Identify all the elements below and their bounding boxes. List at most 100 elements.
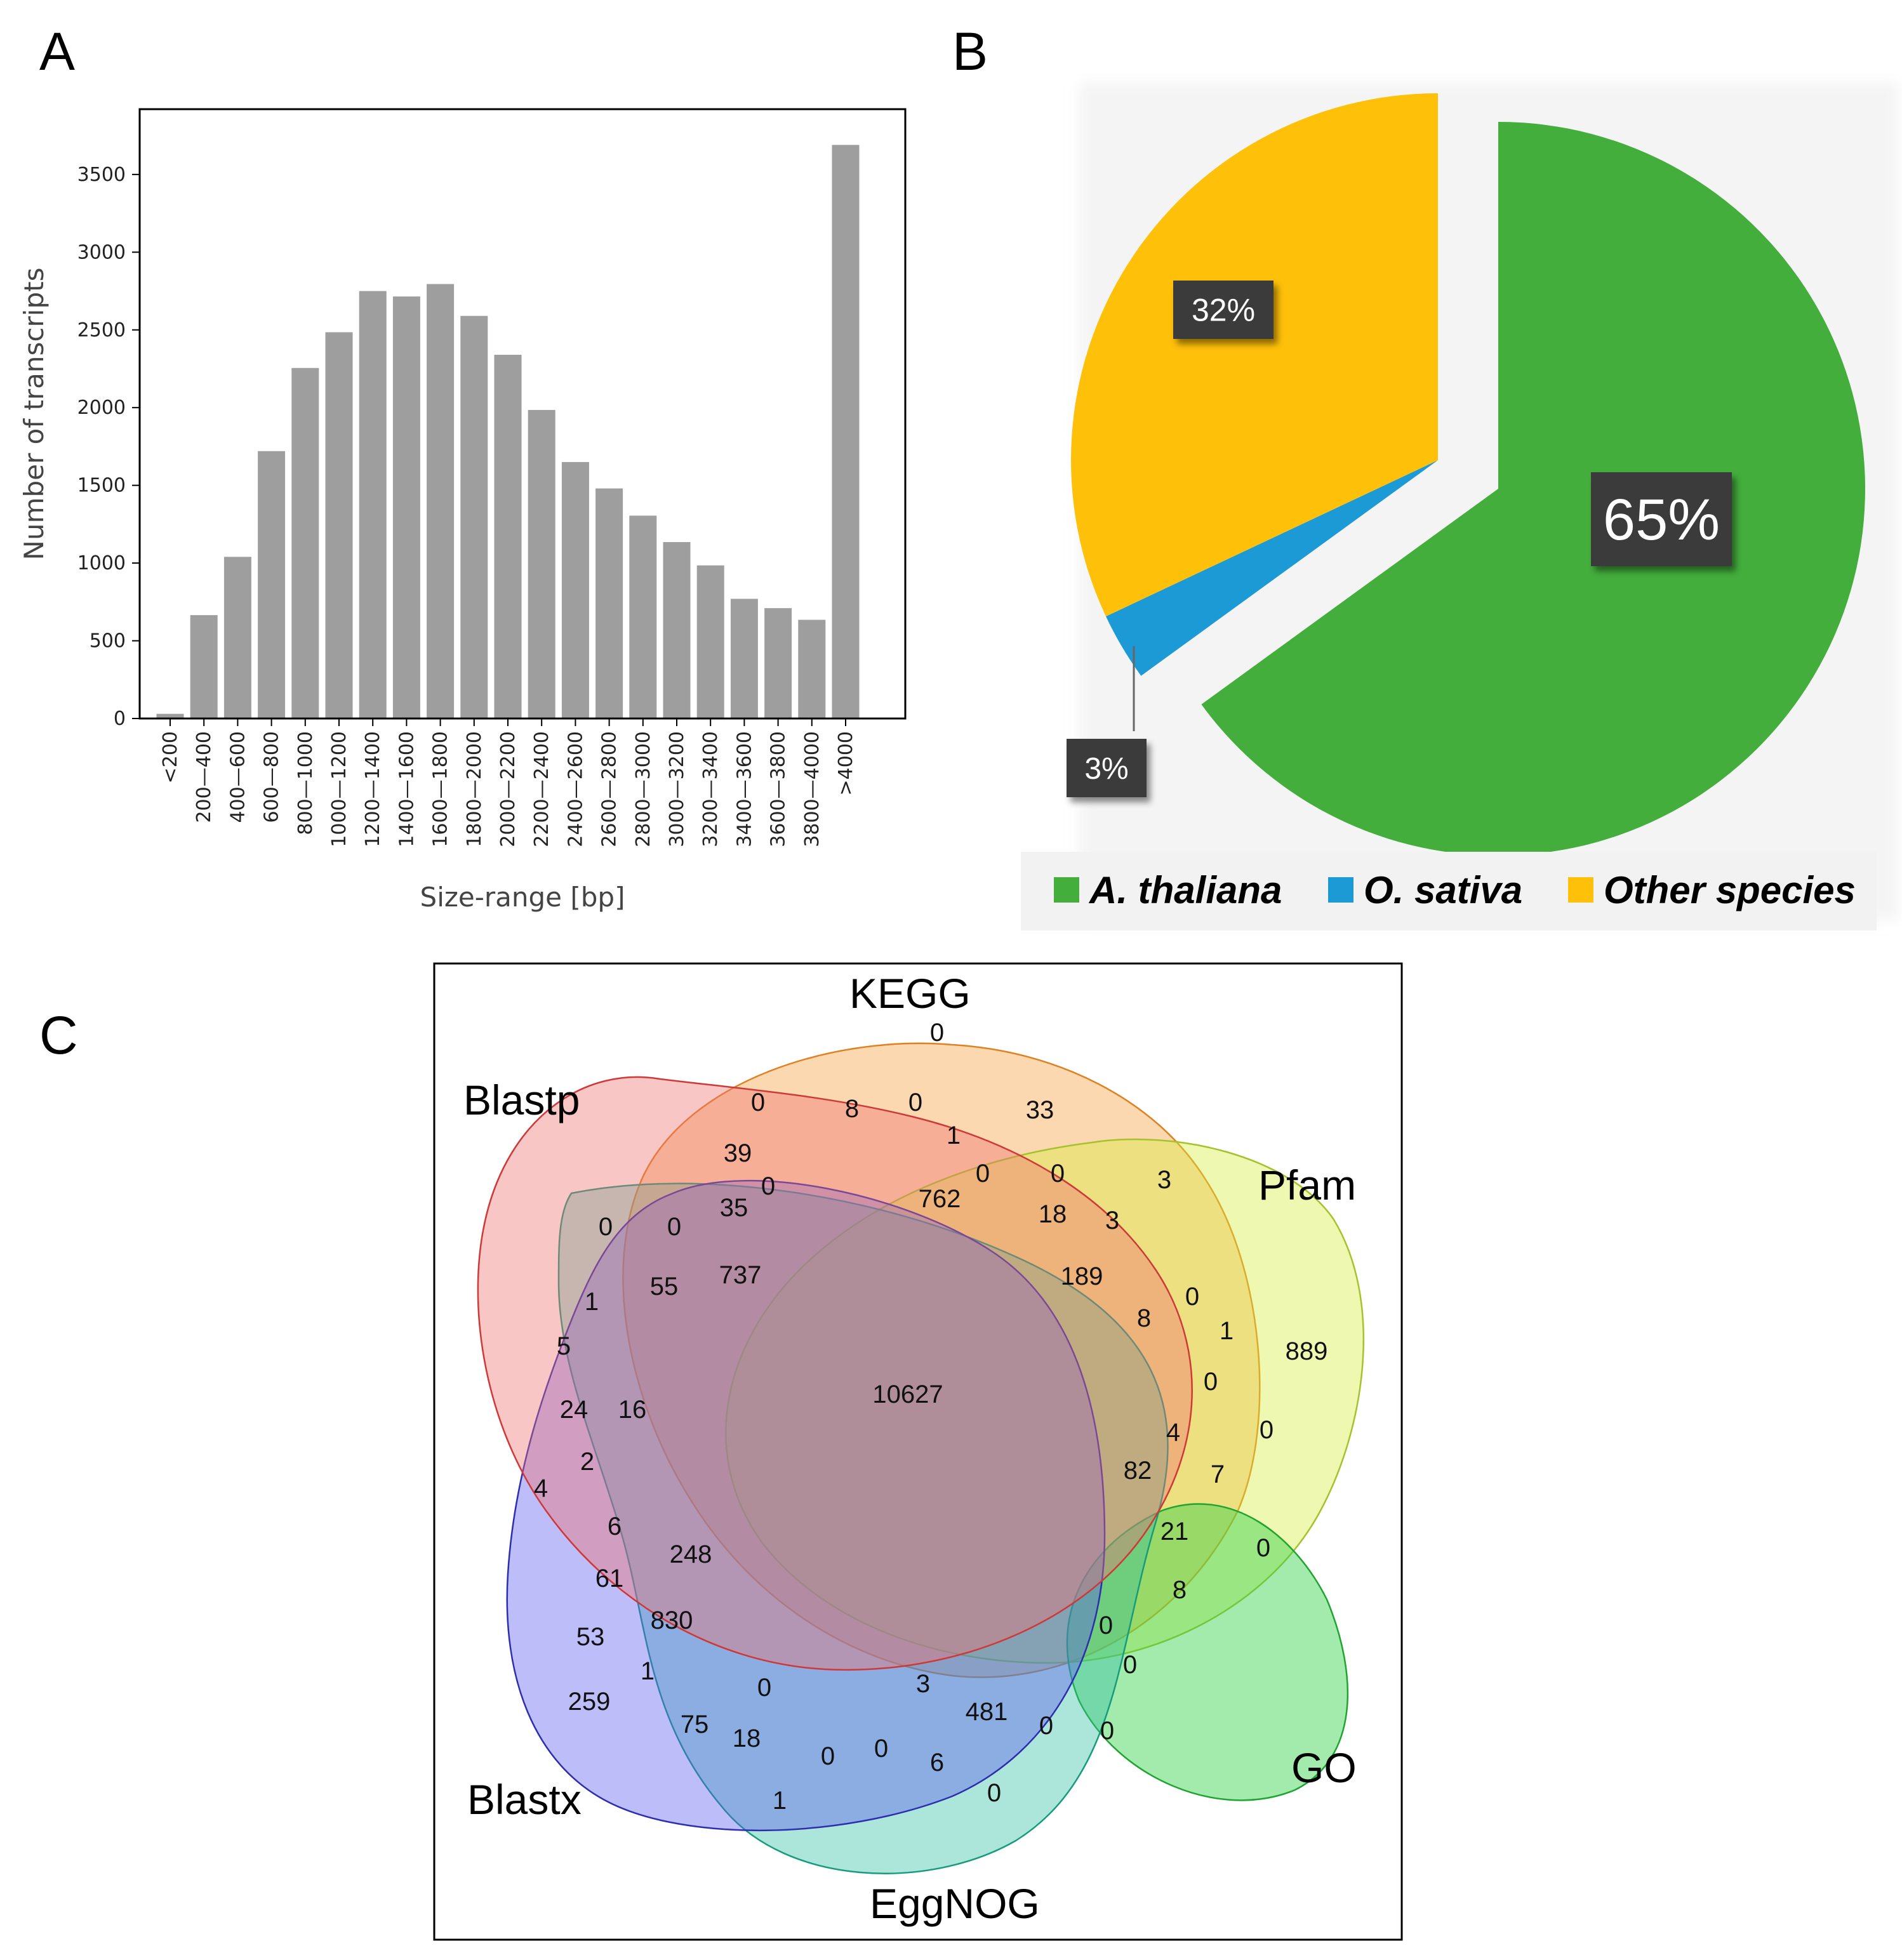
venn-set-labels: KEGG Pfam GO EggNOG Blastx Blastp xyxy=(463,970,1357,1927)
venn-region-count: 3 xyxy=(1105,1207,1119,1235)
venn-region-count: 0 xyxy=(874,1735,888,1763)
x-tick-label: 1800—2000 xyxy=(463,731,486,847)
x-axis-ticks: <200 200—400 400—600 600—800 800—1000 1000—12… xyxy=(159,718,857,847)
y-tick-label: 1500 xyxy=(77,475,126,497)
venn-region-count: 35 xyxy=(720,1194,748,1222)
panel-letter-a: A xyxy=(39,22,75,81)
bar xyxy=(561,461,589,718)
venn-region-count: 830 xyxy=(651,1606,693,1634)
x-tick-label: 3200—3400 xyxy=(700,731,722,847)
bar xyxy=(764,608,792,718)
venn-region-count: 189 xyxy=(1061,1262,1103,1290)
x-tick-label: <200 xyxy=(159,731,182,783)
bar xyxy=(494,354,522,718)
bar xyxy=(190,615,218,718)
bar xyxy=(730,599,758,718)
venn-region-count: 0 xyxy=(930,1019,944,1047)
venn-region-count: 0 xyxy=(1051,1160,1065,1188)
x-tick-label: >4000 xyxy=(835,731,857,795)
venn-region-count: 0 xyxy=(1256,1534,1270,1562)
bar xyxy=(528,409,555,718)
x-tick-label: 3600—3800 xyxy=(768,731,790,847)
pie-chart-panel: 65% 3% 32% A. thaliana O. sativa Other speci… xyxy=(1021,83,1898,930)
venn-region-count: 1 xyxy=(641,1657,655,1685)
venn-label-blastx: Blastx xyxy=(467,1776,582,1823)
venn-region-count: 75 xyxy=(681,1711,709,1738)
venn-region-count: 55 xyxy=(650,1273,679,1301)
venn-region-count: 4 xyxy=(1166,1419,1180,1447)
venn-label-eggnog: EggNOG xyxy=(870,1880,1040,1927)
plot-frame xyxy=(138,108,907,720)
venn-region-count: 0 xyxy=(976,1160,990,1188)
pie-legend: A. thaliana O. sativa Other species xyxy=(1021,852,1877,930)
x-tick-label: 2800—3000 xyxy=(632,731,655,847)
venn-region-count: 6 xyxy=(608,1513,622,1540)
pie-slices xyxy=(1070,93,1865,856)
x-tick-label: 3000—3200 xyxy=(666,731,688,847)
venn-region-count: 61 xyxy=(595,1565,624,1592)
venn-region-count: 6 xyxy=(930,1749,944,1777)
venn-region-count: 33 xyxy=(1026,1096,1054,1124)
legend-item-o-sativa: O. sativa xyxy=(1364,869,1522,911)
x-tick-label: 1600—1800 xyxy=(430,731,452,847)
venn-region-count: 39 xyxy=(724,1139,752,1167)
venn-region-count: 0 xyxy=(667,1213,681,1241)
venn-region-count: 248 xyxy=(670,1540,712,1568)
pie-value-labels: 65% 3% 32% xyxy=(1067,281,1732,797)
venn-region-count: 762 xyxy=(919,1185,961,1213)
venn-set-shapes xyxy=(477,1042,1364,1874)
bar xyxy=(156,713,184,718)
venn-region-count: 10627 xyxy=(872,1381,943,1408)
x-tick-label: 2000—2200 xyxy=(497,731,519,847)
venn-set-pfam xyxy=(725,1138,1364,1664)
x-tick-label: 600—800 xyxy=(261,731,283,823)
venn-region-count: 259 xyxy=(568,1688,611,1716)
venn-region-count: 0 xyxy=(1204,1368,1218,1396)
panel-letter-b: B xyxy=(952,22,988,81)
venn-region-count: 0 xyxy=(761,1172,775,1200)
venn-set-kegg xyxy=(622,1042,1261,1678)
bar xyxy=(798,619,826,718)
y-tick-label: 1000 xyxy=(77,552,126,574)
x-tick-label: 800—1000 xyxy=(295,731,317,835)
x-tick-label: 2600—2800 xyxy=(599,731,621,847)
venn-region-count: 82 xyxy=(1124,1457,1152,1485)
y-tick-label: 500 xyxy=(90,630,126,652)
venn-region-count: 18 xyxy=(1039,1200,1067,1228)
venn-region-count: 3 xyxy=(1157,1166,1171,1194)
venn-region-count: 0 xyxy=(1100,1717,1114,1745)
venn-region-count: 481 xyxy=(966,1698,1008,1726)
x-tick-label: 2400—2600 xyxy=(564,731,587,847)
bar xyxy=(427,284,455,718)
venn-region-count: 0 xyxy=(1099,1612,1113,1639)
x-tick-label: 2200—2400 xyxy=(531,731,553,847)
venn-label-blastp: Blastp xyxy=(463,1076,580,1123)
y-tick-label: 0 xyxy=(114,708,126,730)
legend-item-other-species-swatch xyxy=(1568,877,1593,903)
venn-region-count: 8 xyxy=(1137,1304,1151,1332)
bar xyxy=(325,332,353,718)
bar-series xyxy=(156,145,860,718)
venn-diagram-panel: KEGG Pfam GO EggNOG Blastx Blastp 00 8 0 33… xyxy=(433,962,1403,1941)
venn-label-pfam: Pfam xyxy=(1258,1162,1356,1208)
venn-region-count: 7 xyxy=(1211,1460,1225,1488)
venn-region-count: 53 xyxy=(576,1623,605,1651)
legend-background xyxy=(1021,852,1877,930)
venn-set-blastx xyxy=(506,1180,1106,1831)
venn-region-count: 0 xyxy=(1260,1416,1274,1444)
venn-region-count: 18 xyxy=(733,1725,761,1752)
venn-region-count: 1 xyxy=(773,1787,787,1815)
bar xyxy=(258,451,286,718)
x-tick-label: 400—600 xyxy=(227,731,249,823)
x-tick-label: 1400—1600 xyxy=(396,731,418,847)
bar xyxy=(359,291,387,718)
venn-region-count: 0 xyxy=(599,1213,613,1241)
bar xyxy=(595,488,623,718)
venn-region-count: 0 xyxy=(821,1742,835,1770)
pie-label-other-species-box xyxy=(1173,281,1274,339)
venn-region-count: 737 xyxy=(719,1261,762,1289)
venn-region-count: 0 xyxy=(757,1674,771,1702)
legend-item-a-thaliana: A. thaliana xyxy=(1088,869,1282,911)
venn-region-count: 0 xyxy=(751,1089,765,1116)
